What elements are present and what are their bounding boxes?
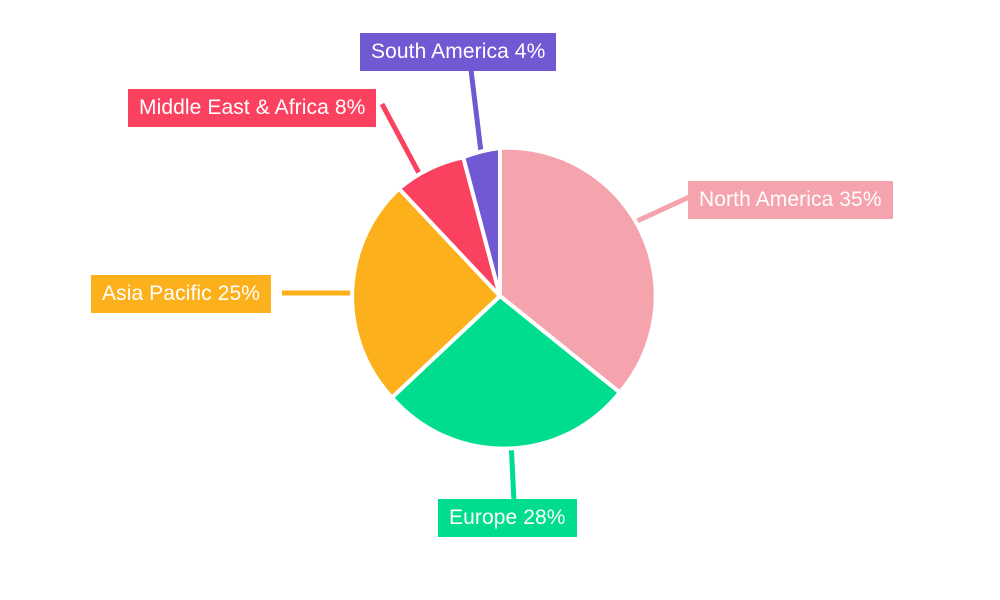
pie-label-europe[interactable]: Europe 28% (438, 499, 577, 537)
pie-label-south-america[interactable]: South America 4% (360, 33, 557, 71)
pie-slice-europe[interactable] (389, 293, 623, 451)
leader-line-south-america (468, 69, 484, 153)
pie-slices (350, 145, 658, 451)
pie-slice-asia-pacific[interactable] (350, 185, 503, 401)
pie-label-north-america[interactable]: North America 35% (688, 181, 893, 219)
leader-line-europe (508, 440, 517, 503)
pie-slice-south-america[interactable] (460, 145, 502, 297)
pie-label-asia-pacific[interactable]: Asia Pacific 25% (91, 275, 272, 313)
pie-slice-north-america[interactable] (498, 145, 658, 396)
pie-label-middle-east-africa[interactable]: Middle East & Africa 8% (128, 89, 377, 127)
